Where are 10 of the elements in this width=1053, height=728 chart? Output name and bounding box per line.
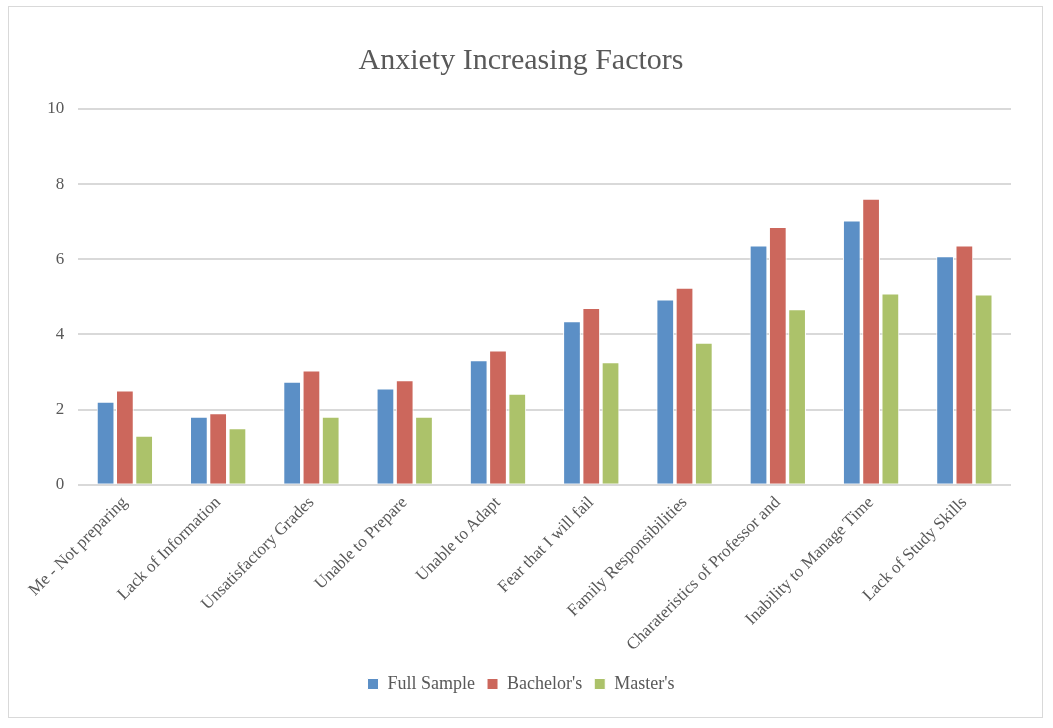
y-tick-label: 2: [55, 399, 65, 419]
y-tick-label: 0: [55, 474, 65, 494]
legend-label: Master's: [614, 672, 675, 693]
y-tick-label: 10: [47, 98, 65, 118]
y-tick-label: 4: [55, 323, 65, 343]
chart-title: Anxiety Increasing Factors: [358, 41, 684, 75]
y-tick-label: 8: [55, 173, 65, 193]
y-tick-label: 6: [55, 248, 65, 268]
legend-label: Bachelor's: [507, 672, 583, 693]
legend-label: Full Sample: [387, 672, 476, 693]
